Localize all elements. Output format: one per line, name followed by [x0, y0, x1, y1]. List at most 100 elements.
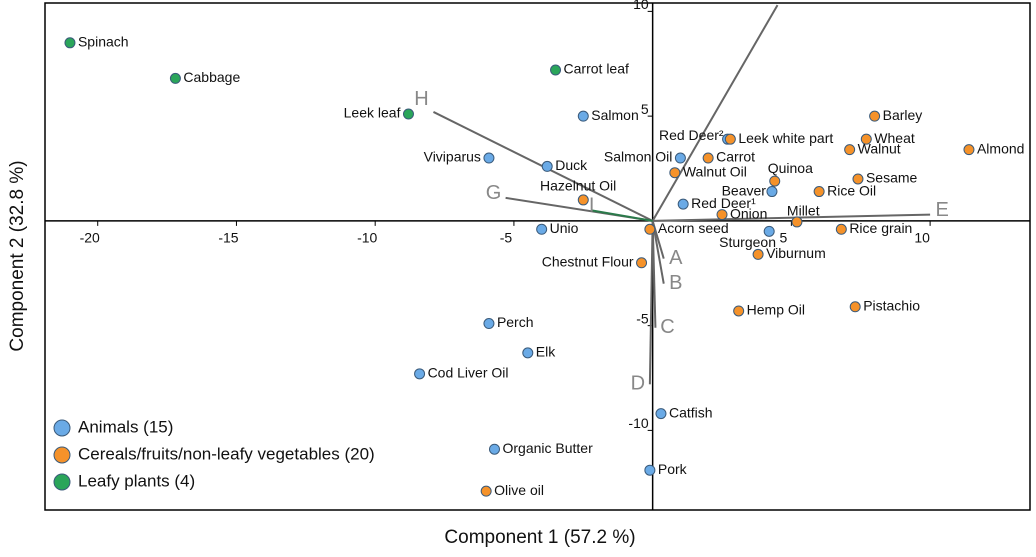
point-label: Acorn seed: [658, 220, 729, 236]
point-label: Pistachio: [863, 297, 920, 313]
data-point: [766, 186, 778, 198]
loading-label: E: [935, 199, 948, 221]
point-label: Pork: [658, 461, 688, 477]
data-point: [813, 186, 825, 198]
legend-marker: [53, 473, 71, 491]
y-tick-label: -10: [628, 415, 648, 431]
y-tick-label: 5: [641, 101, 649, 117]
data-point: [791, 216, 803, 228]
point-label: Barley: [883, 107, 923, 123]
loading-label: A: [669, 247, 683, 269]
point-label: Millet: [787, 203, 820, 219]
data-point: [963, 144, 975, 156]
data-point: [733, 305, 745, 317]
data-point: [716, 209, 728, 221]
loading-label: G: [486, 182, 502, 204]
point-label: Salmon: [591, 107, 638, 123]
data-point: [669, 167, 681, 179]
loading-vector: [591, 209, 653, 222]
x-tick-label: -5: [500, 230, 513, 246]
data-point: [835, 223, 847, 235]
point-label: Rice Oil: [827, 182, 876, 198]
loading-vector: [651, 4, 779, 222]
point-label: Carrot: [716, 149, 755, 165]
point-label: Spinach: [78, 34, 129, 50]
point-label: Cabbage: [183, 69, 240, 85]
data-point: [577, 194, 589, 206]
point-label: Catfish: [669, 404, 713, 420]
point-label: Organic Butter: [502, 440, 593, 456]
legend-label: Cereals/fruits/non-leafy vegetables (20): [78, 444, 375, 463]
point-label: Olive oil: [494, 482, 544, 498]
data-point: [64, 37, 76, 49]
data-point: [724, 133, 736, 145]
point-label: Chestnut Flour: [542, 253, 634, 269]
data-point: [483, 318, 495, 330]
point-label: Hemp Oil: [747, 302, 805, 318]
point-label: Viviparus: [424, 149, 481, 165]
point-label: Sturgeon: [719, 234, 776, 250]
point-label: Carrot leaf: [564, 61, 629, 77]
legend-marker: [53, 419, 71, 437]
point-label: Onion: [730, 205, 767, 221]
data-point: [644, 223, 656, 235]
point-label: Red Deer²: [659, 127, 724, 143]
loading-vector: [648, 220, 654, 385]
point-label: Almond: [977, 140, 1024, 156]
data-point: [169, 72, 181, 84]
loading-label: C: [660, 316, 674, 338]
legend-label: Animals (15): [78, 417, 173, 436]
x-axis-label: Component 1 (57.2 %): [444, 527, 635, 548]
data-point: [869, 110, 881, 122]
data-point: [488, 443, 500, 455]
data-point: [849, 301, 861, 313]
data-point: [480, 485, 492, 497]
x-tick-label: -10: [357, 230, 377, 246]
point-label: Walnut Oil: [683, 163, 747, 179]
loading-label: D: [631, 373, 645, 395]
data-point: [844, 144, 856, 156]
loading-label: F: [783, 0, 795, 3]
data-point: [752, 248, 764, 260]
point-label: Quinoa: [768, 160, 813, 176]
x-tick-label: -20: [80, 230, 100, 246]
point-label: Walnut: [858, 140, 901, 156]
data-point: [536, 223, 548, 235]
point-label: Perch: [497, 314, 534, 330]
point-label: Cod Liver Oil: [428, 365, 509, 381]
data-point: [402, 108, 414, 120]
point-label: Duck: [555, 157, 588, 173]
point-label: Elk: [536, 344, 556, 360]
data-point: [577, 110, 589, 122]
data-point: [769, 175, 781, 187]
point-label: Red Deer¹: [691, 195, 756, 211]
legend-marker: [53, 446, 71, 464]
data-point: [522, 347, 534, 359]
point-label: Unio: [550, 220, 579, 236]
y-tick-label: -5: [636, 310, 649, 326]
x-tick-label: -15: [218, 230, 238, 246]
data-point: [674, 152, 686, 164]
point-label: Viburnum: [766, 245, 826, 261]
point-label: Leek white part: [738, 130, 833, 146]
data-point: [550, 64, 562, 76]
y-axis-label: Component 2 (32.8 %): [7, 160, 28, 351]
data-point: [702, 152, 714, 164]
data-point: [483, 152, 495, 164]
loading-vector: [652, 213, 931, 222]
data-point: [852, 173, 864, 185]
point-label: Sesame: [866, 170, 918, 186]
point-label: Wheat: [874, 130, 915, 146]
data-point: [636, 257, 648, 269]
point-label: Beaver: [722, 182, 767, 198]
loading-label: I: [589, 195, 595, 217]
point-label: Hazelnut Oil: [540, 178, 616, 194]
data-point: [763, 225, 775, 237]
loading-label: H: [414, 88, 428, 110]
data-point: [541, 160, 553, 172]
legend-label: Leafy plants (4): [78, 471, 195, 490]
data-point: [860, 133, 872, 145]
data-point: [414, 368, 426, 380]
data-point: [644, 464, 656, 476]
